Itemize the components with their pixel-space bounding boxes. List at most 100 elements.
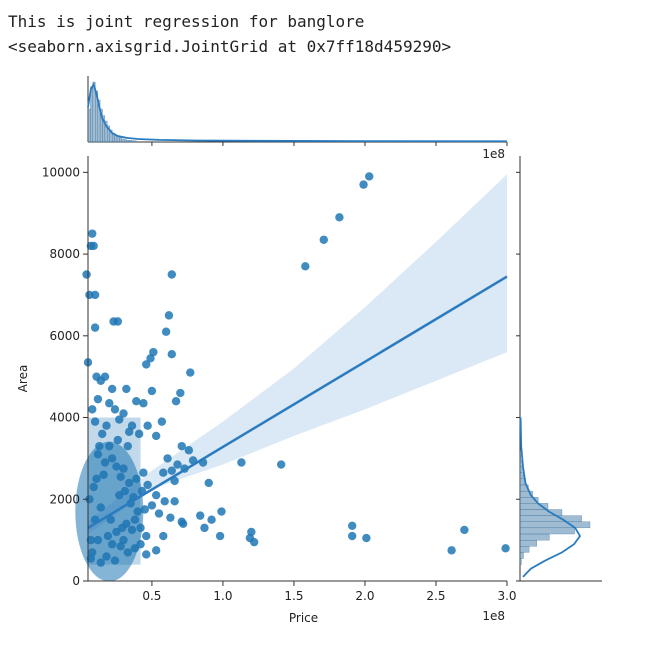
scatter-point xyxy=(82,270,91,279)
scatter-point xyxy=(88,405,97,414)
scatter-point xyxy=(90,417,100,426)
scatter-point xyxy=(134,429,144,439)
axes: 0.5 1.0 1.5 2.0 2.5 3.0 0 2000 4000 6000 8000 10000… xyxy=(16,147,517,625)
scatter-point xyxy=(184,446,194,455)
output-line-title: This is joint regression for banglore xyxy=(8,12,365,31)
scatter-point xyxy=(159,468,168,477)
top-histogram-bar xyxy=(87,108,91,143)
y-tick-label: 0 xyxy=(72,574,80,588)
scatter-point xyxy=(157,417,167,426)
scatter-point xyxy=(161,327,171,336)
scatter-point xyxy=(460,525,469,535)
right-histogram-bar xyxy=(519,552,524,559)
scatter-point xyxy=(319,235,328,244)
scatter-point xyxy=(301,262,310,271)
x-tick-label: 2.5 xyxy=(426,589,445,603)
y-tick-label: 10000 xyxy=(42,165,80,179)
scatter-point xyxy=(335,213,344,222)
y-tick-label: 8000 xyxy=(49,247,80,261)
y-tick-label: 2000 xyxy=(49,492,80,506)
scatter-point xyxy=(204,478,213,488)
top-offset-label: 1e8 xyxy=(482,147,505,161)
scatter-point xyxy=(113,435,123,445)
scatter-point xyxy=(143,480,152,490)
scatter-point xyxy=(115,415,124,424)
scatter-point xyxy=(196,511,205,520)
scatter-point xyxy=(143,421,152,430)
x-tick-label: 0.5 xyxy=(142,589,161,603)
right-histogram-bar xyxy=(519,539,537,547)
top-histogram-bar xyxy=(133,140,137,143)
scatter-point xyxy=(139,399,148,408)
top-histogram-bar xyxy=(114,135,118,143)
right-histogram-bar xyxy=(519,472,524,479)
scatter-point xyxy=(215,531,225,541)
right-histogram-bar xyxy=(519,546,530,553)
x-tick-label: 1.0 xyxy=(213,589,232,603)
scatter-point xyxy=(89,241,98,251)
main-scatter-plot xyxy=(75,172,510,582)
right-histogram-bar xyxy=(519,466,523,473)
scatter-point xyxy=(176,388,185,398)
right-histogram-bar xyxy=(519,454,521,461)
scatter-point xyxy=(178,519,188,528)
scatter-point xyxy=(90,323,100,332)
top-histogram-bar xyxy=(121,138,125,143)
scatter-point xyxy=(177,441,186,451)
scatter-point xyxy=(102,421,111,430)
scatter-point xyxy=(217,507,226,516)
scatter-point xyxy=(200,523,209,533)
dense-point-region xyxy=(88,417,141,565)
scatter-point xyxy=(207,515,216,524)
x-tick-label: 2.0 xyxy=(355,589,374,603)
right-histogram-bar xyxy=(519,558,522,565)
scatter-point xyxy=(167,466,176,475)
scatter-point xyxy=(151,490,161,500)
scatter-point xyxy=(167,270,176,279)
top-marginal-distribution xyxy=(87,76,508,146)
top-kde-curve xyxy=(87,82,508,143)
scatter-point xyxy=(186,368,195,377)
confidence-band xyxy=(88,174,507,535)
right-histogram-bar xyxy=(519,521,591,529)
scatter-point xyxy=(107,384,117,394)
scatter-point xyxy=(147,386,157,396)
y-tick-label: 6000 xyxy=(49,329,80,343)
x-axis-label: Price xyxy=(289,611,318,625)
scatter-point xyxy=(501,544,510,553)
scatter-point xyxy=(124,427,134,437)
scatter-point xyxy=(237,458,246,467)
scatter-point xyxy=(164,311,174,320)
scatter-point xyxy=(154,509,164,518)
scatter-point xyxy=(113,317,123,326)
scatter-point xyxy=(123,441,132,451)
right-histogram-bar xyxy=(519,515,582,522)
scatter-point xyxy=(166,513,175,522)
scatter-point xyxy=(88,229,97,238)
scatter-point xyxy=(132,396,141,406)
scatter-point xyxy=(90,290,100,300)
scatter-point xyxy=(170,497,179,506)
dense-point-cluster xyxy=(75,441,144,582)
scatter-point xyxy=(173,460,182,469)
scatter-point xyxy=(105,399,114,408)
scatter-point xyxy=(93,394,103,404)
right-kde-curve xyxy=(519,417,582,578)
scatter-point xyxy=(170,476,179,486)
scatter-point xyxy=(362,533,371,543)
scatter-point xyxy=(347,531,357,541)
x-tick-label: 1.5 xyxy=(284,589,303,603)
scatter-point xyxy=(110,405,120,414)
scatter-point xyxy=(167,349,176,359)
scatter-point xyxy=(276,460,286,469)
scatter-point xyxy=(365,172,374,181)
scatter-point xyxy=(142,531,151,541)
top-histogram-bar xyxy=(124,139,127,143)
right-marginal-distribution xyxy=(516,156,602,582)
y-axis-label: Area xyxy=(16,365,30,393)
output-line-repr: <seaborn.axisgrid.JointGrid at 0x7ff18d4… xyxy=(8,37,452,56)
scatter-point xyxy=(359,180,368,189)
scatter-point xyxy=(249,537,259,547)
y-tick-label: 4000 xyxy=(49,411,80,425)
